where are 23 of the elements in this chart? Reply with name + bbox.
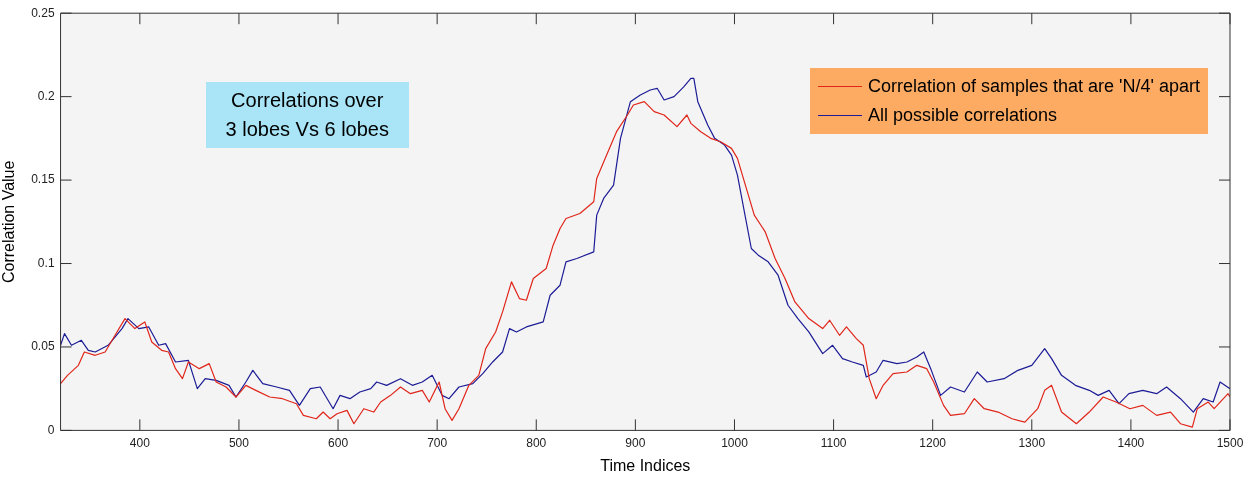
y-tick-label: 0.2 bbox=[37, 88, 55, 103]
x-tick-label: 600 bbox=[328, 435, 349, 450]
y-tick-label: 0 bbox=[47, 422, 55, 437]
x-tick-label: 400 bbox=[129, 435, 151, 450]
y-axis-title: Correlation Value bbox=[0, 160, 18, 284]
x-axis-title: Time Indices bbox=[600, 456, 691, 474]
x-tick-label: 1300 bbox=[1018, 435, 1046, 450]
y-tick-label: 0.15 bbox=[31, 172, 55, 187]
x-tick-label: 1500 bbox=[1216, 435, 1244, 450]
x-tick-label: 1100 bbox=[820, 435, 847, 450]
x-tick-label: 900 bbox=[625, 435, 646, 450]
y-tick-label: 0.05 bbox=[31, 339, 55, 354]
x-tick-label: 1000 bbox=[721, 435, 749, 450]
legend-label: All possible correlations bbox=[867, 104, 1058, 128]
x-tick-label: 700 bbox=[427, 435, 448, 450]
annotation: Correlations over 3 lobes Vs 6 lobes bbox=[205, 82, 409, 149]
y-tick-label: 0.1 bbox=[37, 255, 55, 270]
y-tick-label: 0.25 bbox=[31, 5, 55, 20]
x-tick-label: 1400 bbox=[1117, 435, 1145, 450]
x-tick-label: 500 bbox=[228, 435, 250, 450]
legend-label: Correlation of samples that are 'N/4' apart bbox=[867, 75, 1200, 99]
x-tick-label: 1200 bbox=[919, 435, 947, 450]
x-tick-label: 800 bbox=[526, 435, 547, 450]
